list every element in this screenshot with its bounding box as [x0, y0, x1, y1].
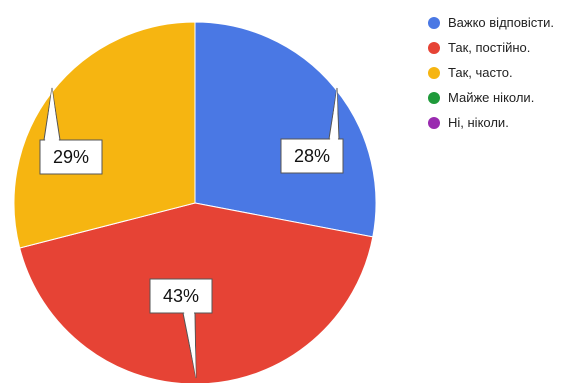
legend-swatch [428, 41, 440, 54]
data-label-callout: 43% [149, 278, 213, 379]
legend-label: Ні, ніколи. [448, 115, 509, 130]
legend-label: Так, часто. [448, 65, 513, 80]
legend-swatch [428, 66, 440, 79]
legend-swatch [428, 91, 440, 104]
pie-slice[interactable] [194, 21, 377, 238]
legend-item[interactable]: Так, постійно. [428, 35, 554, 60]
data-label: 29% [53, 147, 89, 167]
legend-item[interactable]: Так, часто. [428, 60, 554, 85]
legend: Важко відповісти. Так, постійно. Так, ча… [428, 10, 554, 135]
pie-callouts: 28% 43% 29% [39, 87, 344, 379]
legend-swatch [428, 116, 440, 129]
legend-item[interactable]: Важко відповісти. [428, 10, 554, 35]
data-label: 43% [163, 286, 199, 306]
data-label-callout: 28% [280, 87, 344, 174]
data-label-callout: 29% [39, 87, 103, 175]
legend-label: Майже ніколи. [448, 90, 535, 105]
legend-item[interactable]: Ні, ніколи. [428, 110, 554, 135]
data-label: 28% [294, 146, 330, 166]
legend-label: Так, постійно. [448, 40, 531, 55]
legend-item[interactable]: Майже ніколи. [428, 85, 554, 110]
legend-label: Важко відповісти. [448, 15, 555, 30]
legend-swatch [428, 16, 440, 29]
